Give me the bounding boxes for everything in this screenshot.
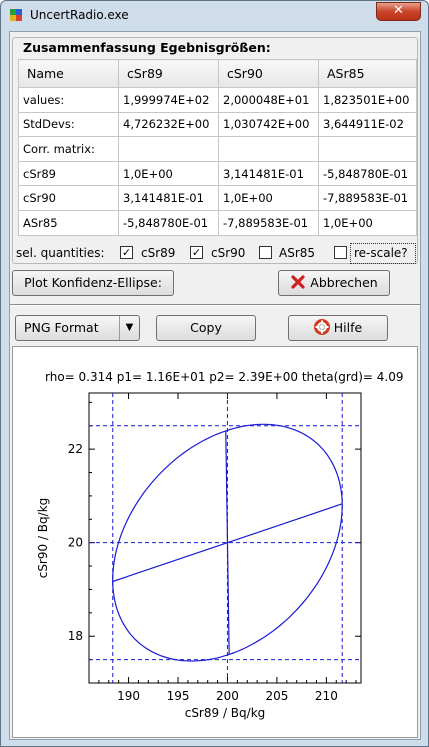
table-cell[interactable]: 3,141481E-01 xyxy=(118,185,219,211)
table-cell[interactable]: 1,030742E+00 xyxy=(218,111,319,138)
plot-frame xyxy=(88,392,362,684)
table-cell[interactable] xyxy=(218,136,319,162)
column-header-csr89[interactable]: cSr89 xyxy=(118,59,219,88)
table-cell[interactable] xyxy=(318,136,417,162)
table-cell[interactable]: 2,000048E+01 xyxy=(218,87,319,113)
format-select[interactable]: PNG Format ▼ xyxy=(15,315,140,341)
window-title: UncertRadio.exe xyxy=(30,8,129,22)
table-cell[interactable]: 1,0E+00 xyxy=(218,185,319,211)
help-button-label: Hilfe xyxy=(333,320,363,335)
table-cell[interactable]: ASr85 xyxy=(18,209,119,236)
selection-row: sel. quantities: ✓ cSr89 ✓ cSr90 ASr85 r… xyxy=(14,243,418,265)
table-cell[interactable]: -5,848780E-01 xyxy=(318,160,417,187)
table-cell[interactable]: 1,0E+00 xyxy=(118,160,219,187)
table-cell[interactable]: values: xyxy=(18,87,119,113)
summary-table: Name cSr89 cSr90 ASr85 values: 1,999974E… xyxy=(18,59,417,236)
table-cell[interactable]: -7,889583E-01 xyxy=(218,209,319,236)
table-cell[interactable]: StdDevs: xyxy=(18,111,119,138)
close-button[interactable]: ✕ xyxy=(376,2,421,21)
table-cell[interactable]: 3,141481E-01 xyxy=(218,160,319,187)
help-button[interactable]: Hilfe xyxy=(288,315,388,341)
y-axis-title: cSr90 / Bq/kg xyxy=(36,498,50,579)
column-header-name[interactable]: Name xyxy=(18,59,119,88)
summary-group: Zusammenfassung Egebnisgrößen: Name cSr8… xyxy=(12,37,418,264)
table-cell[interactable]: -5,848780E-01 xyxy=(118,209,219,236)
table-row: ASr85 -5,848780E-01 -7,889583E-01 1,0E+0… xyxy=(18,209,417,236)
x-tick-label: 205 xyxy=(265,689,288,703)
minor-axis-line xyxy=(225,430,230,655)
table-row: values: 1,999974E+02 2,000048E+01 1,8235… xyxy=(18,87,417,113)
table-row: cSr90 3,141481E-01 1,0E+00 -7,889583E-01 xyxy=(18,185,417,211)
table-cell[interactable]: 3,644911E-02 xyxy=(318,111,417,138)
x-tick-label: 190 xyxy=(117,689,140,703)
table-row: Corr. matrix: xyxy=(18,136,417,162)
x-axis-title: cSr89 / Bq/kg xyxy=(185,706,266,720)
title-bar: UncertRadio.exe ✕ xyxy=(1,1,428,31)
checkbox-csr90[interactable]: ✓ xyxy=(190,246,203,259)
checkbox-label-rescale: re-scale? xyxy=(354,246,408,260)
y-tick-label: 20 xyxy=(68,536,83,550)
table-row: StdDevs: 4,726232E+00 1,030742E+00 3,644… xyxy=(18,111,417,138)
checkbox-csr89[interactable]: ✓ xyxy=(120,246,133,259)
checkbox-label-csr89: cSr89 xyxy=(141,246,176,260)
column-header-asr85[interactable]: ASr85 xyxy=(318,59,417,88)
rescale-focus-box: re-scale? xyxy=(350,243,416,264)
cancel-x-icon xyxy=(291,275,305,289)
table-cell[interactable]: -7,889583E-01 xyxy=(318,185,417,211)
cancel-button-label: Abbrechen xyxy=(310,275,378,290)
table-row: cSr89 1,0E+00 3,141481E-01 -5,848780E-01 xyxy=(18,160,417,187)
table-header-row: Name cSr89 cSr90 ASr85 xyxy=(18,59,417,88)
table-cell[interactable] xyxy=(118,136,219,162)
table-cell[interactable]: cSr90 xyxy=(18,185,119,211)
table-cell[interactable]: cSr89 xyxy=(18,160,119,187)
chart-annotation: rho= 0.314 p1= 1.16E+01 p2= 2.39E+00 the… xyxy=(45,370,404,384)
cancel-button[interactable]: Abbrechen xyxy=(278,270,390,296)
x-tick-label: 200 xyxy=(216,689,239,703)
format-select-value: PNG Format xyxy=(24,320,99,335)
checkbox-label-csr90: cSr90 xyxy=(211,246,246,260)
table-cell[interactable]: 1,823501E+00 xyxy=(318,87,417,113)
column-header-csr90[interactable]: cSr90 xyxy=(218,59,319,88)
table-cell[interactable]: Corr. matrix: xyxy=(18,136,119,162)
y-tick-label: 22 xyxy=(68,442,83,456)
table-cell[interactable]: 1,0E+00 xyxy=(318,209,417,236)
x-tick-label: 210 xyxy=(315,689,338,703)
confidence-ellipse xyxy=(112,423,343,662)
lifebuoy-icon xyxy=(313,319,330,335)
copy-button[interactable]: Copy xyxy=(156,315,256,341)
chevron-down-icon[interactable]: ▼ xyxy=(119,316,139,340)
plot-area: rho= 0.314 p1= 1.16E+01 p2= 2.39E+00 the… xyxy=(12,346,418,738)
table-cell[interactable]: 1,999974E+02 xyxy=(118,87,219,113)
separator xyxy=(10,304,420,306)
plot-ellipse-button[interactable]: Plot Konfidenz-Ellipse: xyxy=(12,270,174,296)
selection-label: sel. quantities: xyxy=(16,246,105,260)
checkbox-rescale[interactable] xyxy=(334,246,347,259)
close-icon: ✕ xyxy=(393,3,404,18)
client-area: Zusammenfassung Egebnisgrößen: Name cSr8… xyxy=(9,31,421,740)
summary-group-title: Zusammenfassung Egebnisgrößen: xyxy=(21,40,273,55)
app-icon xyxy=(10,9,22,21)
checkbox-asr85[interactable] xyxy=(259,246,272,259)
x-tick-label: 195 xyxy=(167,689,190,703)
checkbox-label-asr85: ASr85 xyxy=(279,246,316,260)
y-tick-label: 18 xyxy=(68,629,83,643)
table-cell[interactable]: 4,726232E+00 xyxy=(118,111,219,138)
confidence-ellipse-chart: rho= 0.314 p1= 1.16E+01 p2= 2.39E+00 the… xyxy=(36,370,404,720)
